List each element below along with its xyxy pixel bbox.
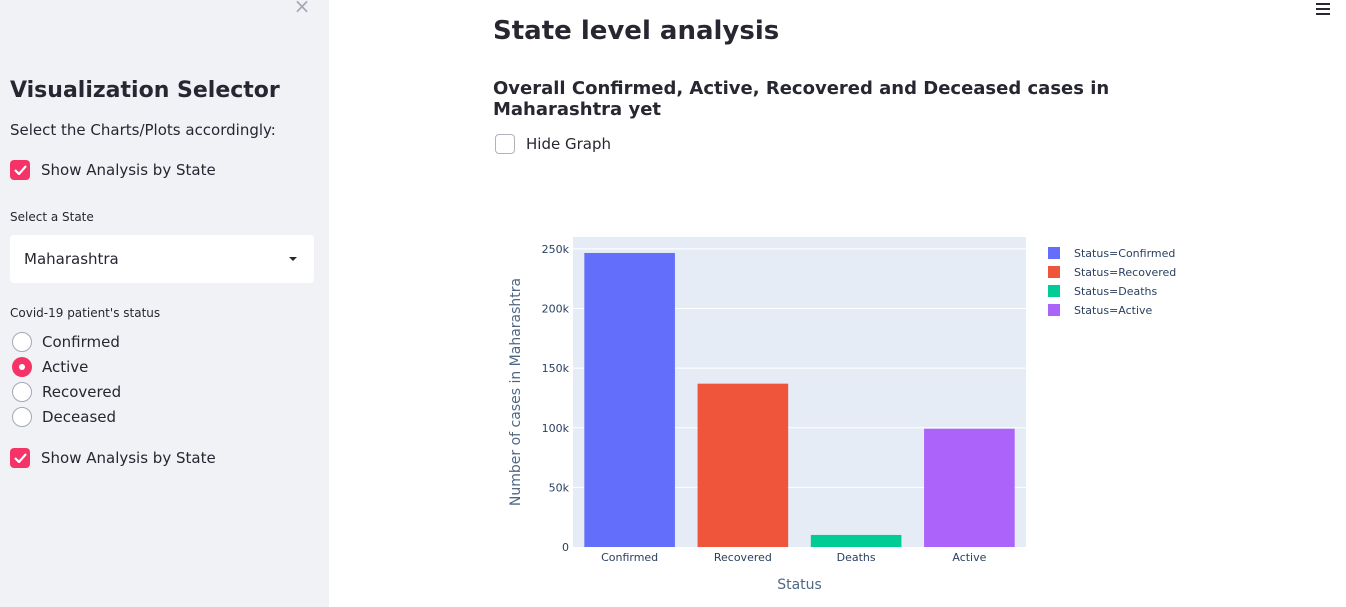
legend-entry: Status=Recovered <box>1074 266 1176 279</box>
x-axis-label: Status <box>777 577 822 593</box>
y-tick-label: 100k <box>542 422 570 435</box>
radio-selected-icon[interactable] <box>12 357 32 377</box>
caret-down-icon <box>289 257 297 261</box>
radio-label: Recovered <box>42 383 122 401</box>
bar-deaths <box>810 534 902 547</box>
y-tick-label: 150k <box>542 362 570 375</box>
legend-entry: Status=Deaths <box>1074 285 1158 298</box>
hide-graph-checkbox[interactable]: Hide Graph <box>495 133 611 155</box>
checkbox-label: Show Analysis by State <box>41 161 216 179</box>
page-title: State level analysis <box>493 16 780 46</box>
legend-swatch <box>1048 247 1060 259</box>
legend-entry: Status=Active <box>1074 304 1153 317</box>
checkbox-label: Show Analysis by State <box>41 449 216 467</box>
legend-entry: Status=Confirmed <box>1074 247 1175 260</box>
y-tick-label: 250k <box>542 243 570 256</box>
hamburger-menu-icon[interactable] <box>1314 1 1332 17</box>
bar-active <box>924 428 1015 547</box>
radio-unselected-icon[interactable] <box>12 407 32 427</box>
checkbox-label: Hide Graph <box>526 135 611 153</box>
radio-recovered[interactable]: Recovered <box>12 381 121 403</box>
patient-status-label: Covid-19 patient's status <box>10 306 161 320</box>
x-tick-label: Deaths <box>837 551 876 564</box>
legend-swatch <box>1048 266 1060 278</box>
section-title: Overall Confirmed, Active, Recovered and… <box>493 78 1110 120</box>
close-sidebar-icon[interactable]: × <box>293 0 311 18</box>
radio-active[interactable]: Active <box>12 356 88 378</box>
y-axis-label: Number of cases in Maharashtra <box>508 278 524 506</box>
radio-unselected-icon[interactable] <box>12 332 32 352</box>
sidebar-title: Visualization Selector <box>10 78 280 103</box>
checkbox-checked-icon[interactable] <box>10 448 30 468</box>
y-tick-label: 0 <box>562 541 569 554</box>
legend-swatch <box>1048 304 1060 316</box>
y-tick-label: 200k <box>542 303 570 316</box>
radio-unselected-icon[interactable] <box>12 382 32 402</box>
x-tick-label: Recovered <box>714 551 772 564</box>
radio-label: Active <box>42 358 89 376</box>
x-tick-label: Confirmed <box>601 551 658 564</box>
radio-deceased[interactable]: Deceased <box>12 406 116 428</box>
sidebar-subtitle: Select the Charts/Plots accordingly: <box>10 121 276 139</box>
radio-confirmed[interactable]: Confirmed <box>12 331 120 353</box>
legend: Status=Confirmed Status=Recovered Status=D… <box>1048 247 1176 317</box>
select-state-label: Select a State <box>10 210 94 224</box>
x-ticks: Confirmed Recovered Deaths Active <box>601 551 987 564</box>
state-select-value: Maharashtra <box>24 250 119 268</box>
radio-label: Confirmed <box>42 333 120 351</box>
sidebar: × Visualization Selector Select the Char… <box>0 0 329 607</box>
bar-recovered <box>697 383 789 547</box>
y-tick-label: 50k <box>549 481 570 494</box>
checkbox-unchecked-icon[interactable] <box>495 134 515 154</box>
show-analysis-by-state-checkbox[interactable]: Show Analysis by State <box>10 159 216 181</box>
bar-confirmed <box>584 252 675 547</box>
state-select[interactable]: Maharashtra <box>10 235 314 283</box>
radio-label: Deceased <box>42 408 117 426</box>
y-ticks: 0 50k 100k 150k 200k 250k <box>542 243 570 554</box>
cases-bar-chart[interactable]: 0 50k 100k 150k 200k 250k Confirmed Recovered D… <box>493 226 1193 601</box>
show-analysis-by-state-checkbox-2[interactable]: Show Analysis by State <box>10 447 216 469</box>
bars <box>584 252 1015 547</box>
legend-swatch <box>1048 285 1060 297</box>
checkbox-checked-icon[interactable] <box>10 160 30 180</box>
x-tick-label: Active <box>952 551 986 564</box>
